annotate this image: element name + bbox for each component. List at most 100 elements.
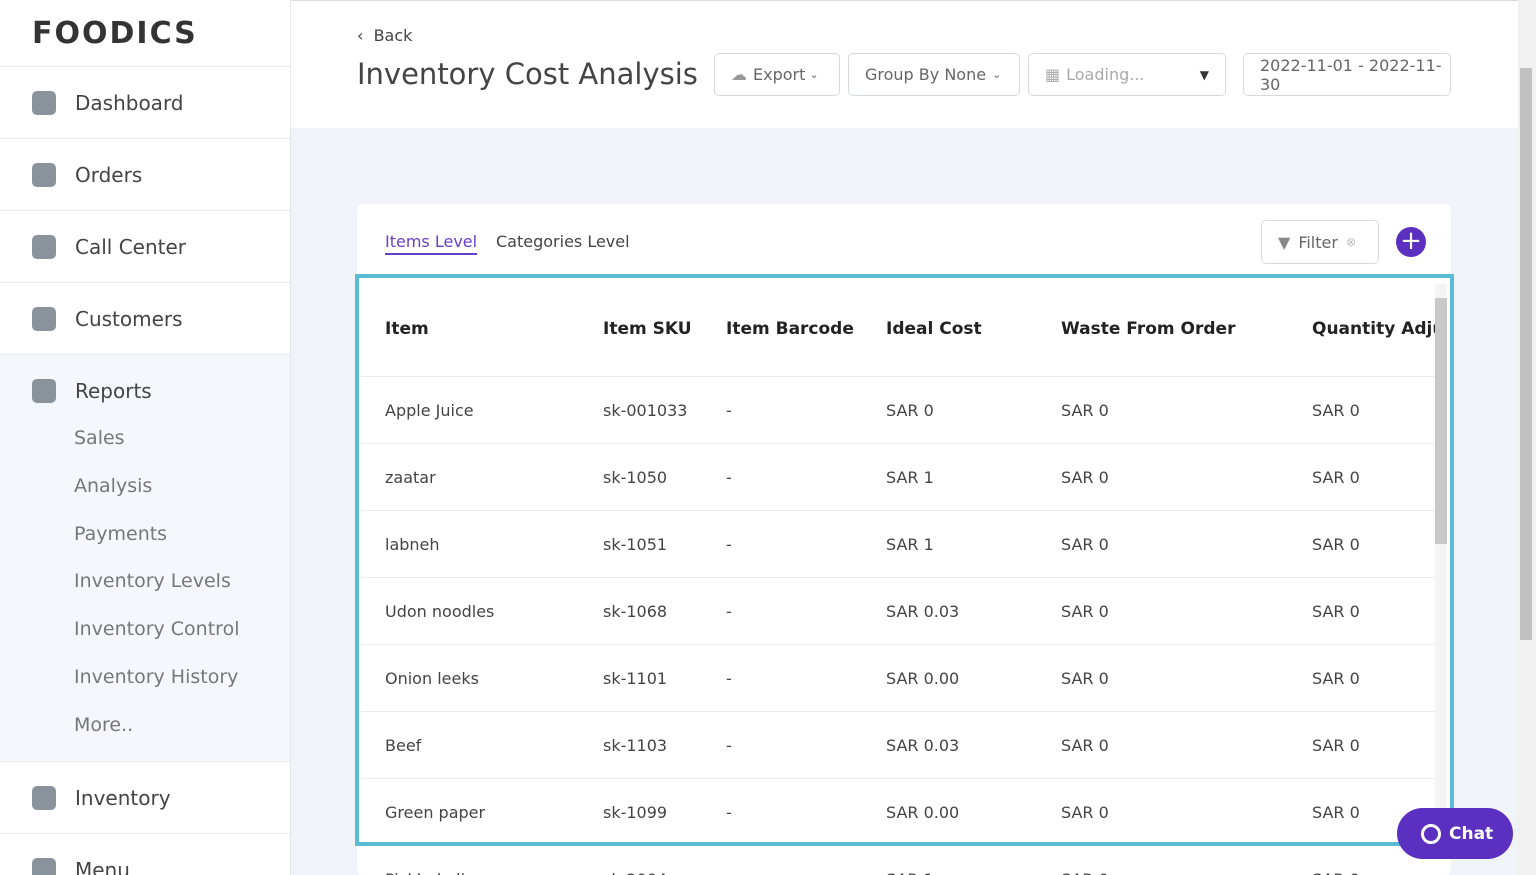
table-cell: SAR 0 xyxy=(1312,534,1360,554)
filter-label: Filter xyxy=(1298,232,1338,252)
column-header: Waste From Order xyxy=(1061,318,1236,339)
group-by-label: Group By None xyxy=(865,65,987,84)
table-cell: - xyxy=(726,601,732,621)
nav-icon xyxy=(32,307,56,331)
table-cell: - xyxy=(726,668,732,688)
table-cell: SAR 0 xyxy=(1312,668,1360,688)
table-cell: SAR 0 xyxy=(1061,467,1109,487)
chat-label: Chat xyxy=(1449,823,1494,844)
sub-nav-item[interactable]: Inventory Levels xyxy=(74,570,231,593)
table-cell: SAR 1 xyxy=(886,534,934,554)
logo[interactable]: FOODICS xyxy=(32,16,198,51)
table-row: Udon noodles sk-1068 - SAR 0.03 SAR 0 SAR 0 xyxy=(361,578,1435,645)
nav-item[interactable]: Dashboard xyxy=(0,67,290,139)
filter-button[interactable]: ▼ Filter ⊗ xyxy=(1261,220,1379,264)
table-cell: SAR 0 xyxy=(1061,802,1109,822)
table-cell: - xyxy=(726,846,876,875)
table-cell: sk-1101 xyxy=(603,668,668,688)
table-cell: SAR 1 xyxy=(886,467,934,487)
table-cell: SAR 0 xyxy=(1312,400,1360,420)
divider xyxy=(0,66,290,67)
table-cell: SAR 0 xyxy=(1061,601,1109,621)
sub-nav-item[interactable]: Payments xyxy=(74,522,168,545)
nav-icon xyxy=(32,235,56,259)
table-cell: SAR 0 xyxy=(1312,601,1360,621)
column-header: Item xyxy=(385,318,429,339)
date-label: 2022-11-01 - 2022-11-30 xyxy=(1260,55,1442,94)
branch-select[interactable]: ▦ Loading... ▼ xyxy=(1028,53,1226,96)
table-row: labneh sk-1051 - SAR 1 SAR 0 SAR 0 xyxy=(361,511,1435,578)
table-cell: SAR 0 xyxy=(1061,846,1301,875)
table-cell: sk-1103 xyxy=(603,735,668,755)
table-scrollbar xyxy=(1435,284,1447,844)
table-row: Pickled olives sk-2004-SAR 1 SAR 0 SAR 0 xyxy=(361,846,1435,875)
reports-panel xyxy=(0,355,290,762)
table-cell: Pickled olives xyxy=(385,846,595,875)
sub-nav-item[interactable]: Inventory History xyxy=(74,666,239,688)
export-label: Export xyxy=(753,65,806,84)
nav-item[interactable]: Call Center xyxy=(0,211,290,283)
table-header: Item Item SKU Item Barcode Ideal Cost Waste … xyxy=(361,281,1437,377)
nav-icon xyxy=(32,163,56,187)
table-cell: - xyxy=(726,735,732,755)
table-cell: sk-1068 xyxy=(603,601,668,621)
table-row: Beef sk-1103 - SAR 0.03 SAR 0 SAR 0 xyxy=(361,712,1435,779)
sub-nav-item[interactable]: Analysis xyxy=(74,474,153,497)
table-cell: SAR 0 xyxy=(1061,735,1109,755)
header: ‹ Back Inventory Cost Analysis ☁ Export ⌄ … xyxy=(291,0,1518,128)
date-range[interactable]: 2022-11-01 - 2022-11-30 xyxy=(1243,53,1451,96)
sidebar: FOODICS Dashboard Orders Call Center Custom… xyxy=(0,0,291,875)
page-title: Inventory Cost Analysis xyxy=(357,57,698,91)
nav-icon xyxy=(32,786,56,810)
back-link[interactable]: ‹ Back xyxy=(357,26,413,45)
table-cell: Onion leeks xyxy=(385,668,479,688)
table-cell: SAR 0 xyxy=(1312,735,1360,755)
table-cell: sk-001033 xyxy=(603,400,688,420)
table-cell: sk-1099 xyxy=(603,802,668,822)
highlight-box xyxy=(355,274,1454,846)
column-header: Ideal Cost xyxy=(886,318,982,339)
column-header: Item SKU xyxy=(603,318,692,339)
table-cell: sk-1050 xyxy=(603,467,668,487)
table-cell: Green paper xyxy=(385,802,486,822)
table-cell: SAR 1 xyxy=(886,846,1051,875)
sub-nav-item[interactable]: More.. xyxy=(74,713,134,736)
nav-item[interactable]: Customers xyxy=(0,283,290,355)
table-cell: SAR 0.03 xyxy=(886,601,960,621)
table-row: Apple Juice sk-001033 - SAR 0 SAR 0 SAR 0 xyxy=(361,377,1435,444)
table-cell: Apple Juice xyxy=(385,400,474,420)
table-cell: SAR 0 xyxy=(1312,467,1360,487)
table-cell: - xyxy=(726,400,732,420)
table-row: Onion leeks sk-1101 - SAR 0.00 SAR 0 SAR 0 xyxy=(361,645,1435,712)
page-scrollbar xyxy=(1518,0,1536,875)
branch-label: Loading... xyxy=(1066,65,1145,84)
nav-item[interactable]: Inventory xyxy=(0,762,290,834)
table-cell: SAR 0.00 xyxy=(886,668,960,688)
table-cell: zaatar xyxy=(385,467,436,487)
table-cell: SAR 0 xyxy=(1061,668,1109,688)
export-button[interactable]: ☁ Export ⌄ xyxy=(714,53,840,96)
table-cell: labneh xyxy=(385,534,440,554)
chat-button[interactable]: Chat xyxy=(1397,808,1513,859)
back-text[interactable]: Back xyxy=(373,26,413,45)
table-row: zaatar sk-1050 - SAR 1 SAR 0 SAR 0 xyxy=(361,444,1435,511)
report-card: Items Level Categories Level ▼ Filter ⊗ + … xyxy=(357,204,1451,875)
table-cell: - xyxy=(726,534,732,554)
sub-nav-item[interactable]: Inventory Control xyxy=(74,618,240,641)
nav-item[interactable]: Reports xyxy=(0,355,290,427)
table-cell: - xyxy=(726,467,732,487)
nav-item[interactable]: Orders xyxy=(0,139,290,211)
tab-active[interactable]: Items Level xyxy=(385,232,478,255)
tab[interactable]: Categories Level xyxy=(496,232,630,251)
table-cell: SAR 0 xyxy=(1312,846,1437,875)
group-by-button[interactable]: Group By None ⌄ xyxy=(848,53,1020,96)
column-header: Quantity Adjus xyxy=(1312,318,1437,339)
nav-item[interactable]: Menu xyxy=(0,834,290,875)
table-cell: Beef xyxy=(385,735,422,755)
table: Item Item SKU Item Barcode Ideal Cost Waste … xyxy=(357,276,1451,875)
add-button[interactable]: + xyxy=(1396,227,1426,257)
table-cell: SAR 0 xyxy=(1061,400,1109,420)
column-header: Item Barcode xyxy=(726,318,854,339)
sub-nav-item[interactable]: Sales xyxy=(74,427,125,449)
